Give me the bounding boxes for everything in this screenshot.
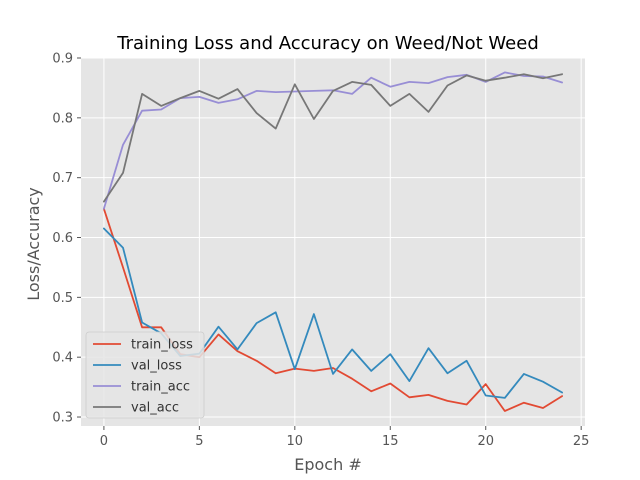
x-tick-label: 15 (382, 434, 399, 449)
series-line-val-acc (103, 73, 563, 203)
grid (81, 57, 585, 426)
y-tick-label: 0.5 (52, 291, 73, 306)
y-tick-label: 0.3 (52, 411, 73, 426)
legend-label-train-acc: train_acc (131, 380, 190, 395)
y-tick-label: 0.9 (52, 52, 73, 67)
y-axis-label: Loss/Accuracy (24, 187, 43, 301)
legend-label-val-acc: val_acc (131, 401, 179, 416)
x-tick-label: 25 (573, 434, 590, 449)
x-axis-ticks: 0 5 10 15 20 25 (100, 426, 590, 449)
x-tick-label: 20 (477, 434, 494, 449)
x-tick-label: 0 (100, 434, 108, 449)
y-tick-label: 0.8 (52, 111, 73, 126)
x-tick-label: 10 (287, 434, 304, 449)
legend-box (85, 331, 205, 419)
y-tick-label: 0.6 (52, 231, 73, 246)
y-tick-label: 0.7 (52, 171, 73, 186)
x-axis-label: Epoch # (294, 455, 361, 474)
legend-label-train-loss: train_loss (131, 338, 193, 353)
legend: train_loss val_loss train_acc val_acc (85, 331, 205, 419)
y-axis-ticks: 0.3 0.4 0.5 0.6 0.7 0.8 0.9 (52, 52, 81, 426)
x-tick-label: 5 (195, 434, 203, 449)
y-tick-label: 0.4 (52, 351, 73, 366)
legend-label-val-loss: val_loss (131, 359, 182, 374)
chart-title: Training Loss and Accuracy on Weed/Not W… (116, 33, 539, 54)
